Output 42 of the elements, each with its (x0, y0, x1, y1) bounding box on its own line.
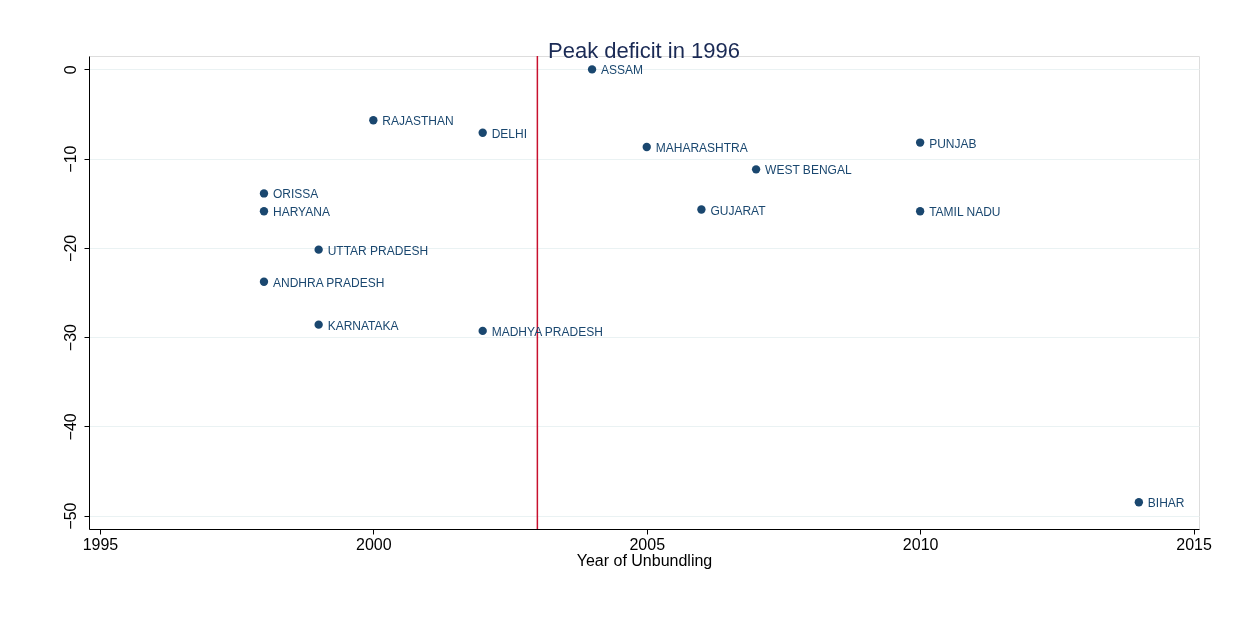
point (751, 165, 761, 174)
point (478, 326, 487, 336)
point (369, 116, 378, 125)
y-tick-label: −10 (61, 145, 79, 173)
point (314, 245, 323, 254)
annotation: ANDHRA PRADESH (272, 275, 385, 290)
annotation: KARNATAKA (327, 318, 399, 333)
y-tick-label: 0 (61, 65, 79, 75)
annotation: TAMIL NADU (929, 205, 1001, 220)
point (1134, 498, 1144, 507)
y-tick-label: −40 (61, 413, 79, 441)
point (587, 65, 597, 74)
point (314, 320, 323, 329)
x-tick-label: 2015 (1176, 535, 1212, 553)
annotation: ASSAM (601, 63, 644, 78)
point (259, 277, 269, 286)
annotation: WEST BENGAL (765, 163, 852, 178)
point (697, 205, 706, 214)
y-tick-label: −20 (61, 234, 79, 262)
y-tick-label: −30 (61, 323, 79, 352)
point (259, 207, 269, 216)
annotation: ORISSA (272, 187, 319, 202)
point (478, 128, 487, 137)
chart-title: Peak deficit in 1996 (547, 38, 741, 64)
point (259, 189, 269, 198)
point (915, 207, 925, 216)
y-tick-label: −50 (61, 502, 79, 530)
x-tick-label: 2010 (902, 535, 939, 553)
x-tick-label: 1995 (82, 535, 119, 553)
annotation: MAHARASHTRA (655, 141, 748, 156)
annotation: BIHAR (1147, 496, 1185, 511)
x-tick-label: 2005 (629, 535, 666, 553)
annotation: RAJASTHAN (382, 114, 454, 129)
annotation: PUNJAB (929, 136, 977, 151)
annotation: GUJARAT (710, 203, 767, 218)
x-axis-title: Year of Unbundling (576, 551, 713, 569)
annotation: DELHI (491, 126, 528, 141)
x-tick-label: 2000 (356, 535, 392, 553)
point (915, 138, 925, 147)
annotation: UTTAR PRADESH (327, 243, 429, 258)
point (642, 142, 651, 152)
annotation: HARYANA (272, 205, 330, 220)
